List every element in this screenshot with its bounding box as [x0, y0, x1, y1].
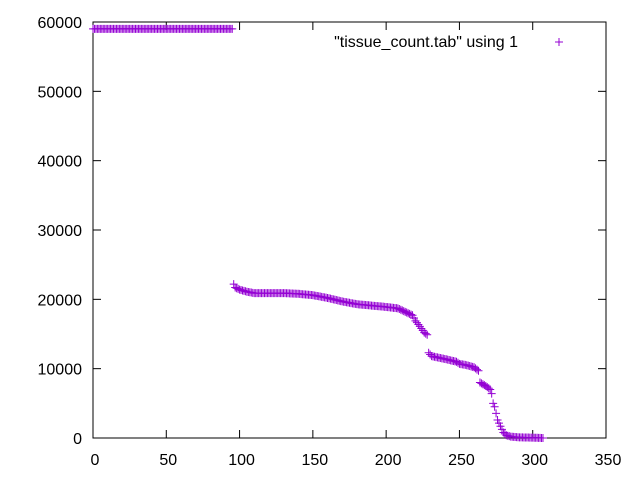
x-tick-label: 50 [159, 452, 177, 469]
x-tick-label: 100 [228, 452, 255, 469]
x-tick-label: 0 [91, 452, 100, 469]
y-tick-label: 0 [73, 431, 82, 448]
legend-marker [555, 38, 563, 46]
legend: "tissue_count.tab" using 1 [334, 34, 563, 51]
data-point [490, 402, 499, 411]
y-tick-label: 60000 [38, 15, 83, 32]
data-series [89, 24, 547, 442]
data-point [415, 322, 424, 331]
data-point [538, 434, 547, 442]
data-point [486, 385, 495, 394]
y-tick-label: 30000 [38, 223, 83, 240]
data-point [228, 24, 237, 33]
legend-label: "tissue_count.tab" using 1 [334, 34, 518, 51]
y-tick-label: 10000 [38, 362, 83, 379]
legend-marker-icon [555, 38, 563, 46]
x-tick-label: 150 [302, 452, 329, 469]
y-tick-label: 20000 [38, 292, 83, 309]
data-point [484, 384, 493, 393]
y-axis: 0 10000 20000 30000 40000 50000 60000 [38, 15, 606, 448]
x-axis: 0 50 100 150 200 250 300 350 [91, 22, 622, 469]
y-tick-label: 40000 [38, 154, 83, 171]
x-tick-label: 200 [375, 452, 402, 469]
x-tick-label: 350 [595, 452, 622, 469]
data-point [423, 330, 432, 339]
y-tick-label: 50000 [38, 84, 83, 101]
data-point [487, 389, 496, 398]
data-point [489, 399, 498, 408]
plot-frame [92, 21, 607, 439]
data-point [229, 280, 238, 289]
data-point [417, 324, 426, 333]
data-point [474, 366, 483, 375]
x-tick-label: 250 [448, 452, 475, 469]
data-point [492, 409, 501, 418]
x-tick-label: 300 [521, 452, 548, 469]
data-point [421, 329, 430, 338]
data-point [473, 365, 482, 374]
